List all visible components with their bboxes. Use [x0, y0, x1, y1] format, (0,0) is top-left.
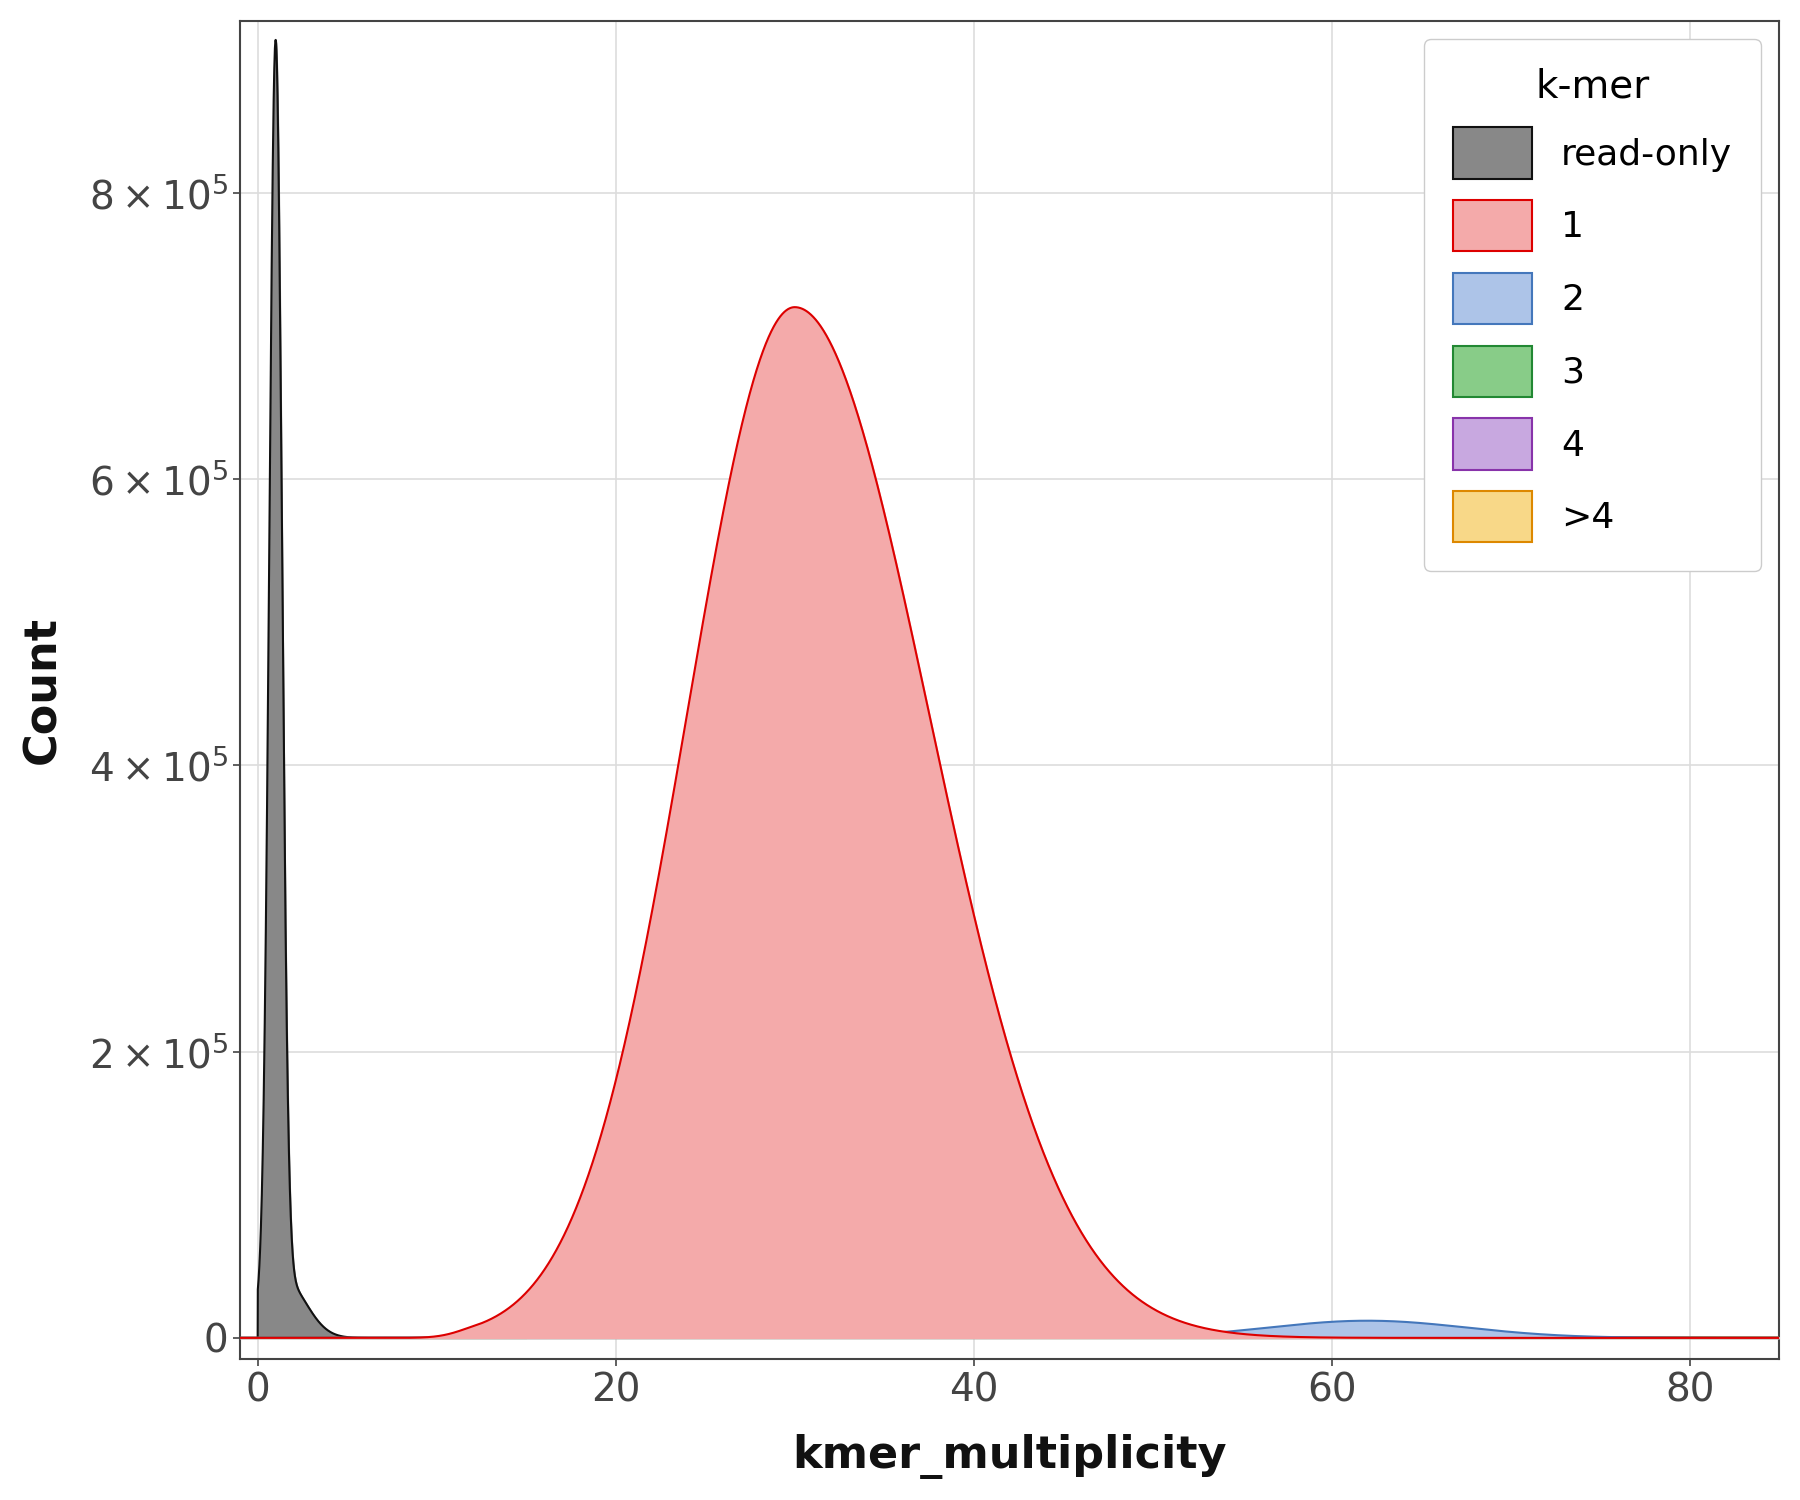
X-axis label: kmer_multiplicity: kmer_multiplicity — [792, 1434, 1228, 1479]
Y-axis label: Count: Count — [22, 616, 63, 764]
Legend: read-only, 1, 2, 3, 4, >4: read-only, 1, 2, 3, 4, >4 — [1424, 39, 1760, 572]
